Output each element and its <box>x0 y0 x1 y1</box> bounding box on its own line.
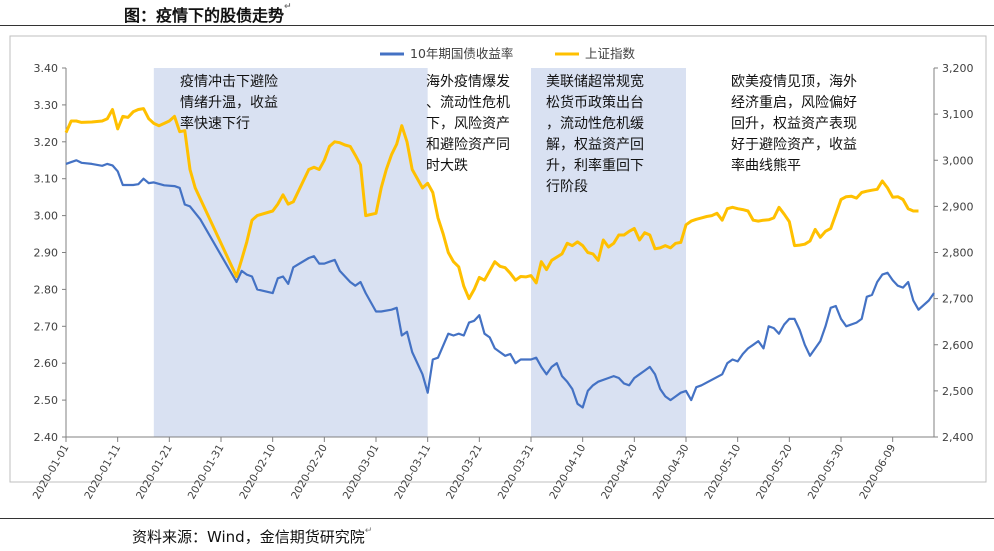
annotation-line: 升，利率重回下 <box>546 157 644 174</box>
x-tick-label: 2020-02-20 <box>289 443 330 502</box>
right-tick-label: 2,400 <box>942 431 974 444</box>
title-divider <box>0 25 994 26</box>
left-tick-label: 3.30 <box>34 99 59 112</box>
right-tick-label: 2,600 <box>942 339 974 352</box>
annotation-line: 行阶段 <box>546 179 588 195</box>
right-tick-label: 2,900 <box>942 200 974 213</box>
sse-index-line <box>64 107 919 301</box>
annotation-line: 美联储超常规宽 <box>546 73 644 90</box>
shaded-period-2 <box>531 68 686 437</box>
bond-yield-line <box>65 159 935 409</box>
x-tick-label: 2020-03-21 <box>444 443 485 502</box>
x-tick-label: 2020-01-31 <box>186 443 227 502</box>
x-tick-label: 2020-05-30 <box>806 443 847 502</box>
annotation-line: 时大跌 <box>426 158 468 174</box>
page-title: 图：疫情下的股债走势 ↵ <box>124 2 292 26</box>
legend-label-2: 上证指数 <box>585 46 636 61</box>
annotation-line: 海外疫情爆发 <box>426 74 510 90</box>
left-tick-label: 2.50 <box>34 394 59 407</box>
x-tick-label: 2020-06-09 <box>857 443 898 502</box>
right-tick-label: 2,800 <box>942 247 974 260</box>
annotation-line: 经济重启，风险偏好 <box>731 95 857 111</box>
left-tick-label: 3.00 <box>34 210 59 223</box>
x-tick-label: 2020-01-11 <box>82 443 123 502</box>
annotation-line: ，流动性危机缓 <box>546 116 644 132</box>
x-tick-label: 2020-03-11 <box>392 443 433 502</box>
left-tick-label: 2.70 <box>34 320 59 333</box>
source-divider <box>0 518 994 519</box>
right-tick-label: 2,700 <box>942 293 974 306</box>
left-tick-label: 3.40 <box>34 62 59 75</box>
pilcrow-mark-2: ↵ <box>364 526 373 536</box>
annotation-line: 率快速下行 <box>180 115 250 132</box>
page-title-text: 图：疫情下的股债走势 <box>124 6 285 25</box>
left-tick-label: 2.60 <box>34 357 59 370</box>
x-tick-label: 2020-05-20 <box>754 443 795 502</box>
x-tick-label: 2020-04-20 <box>599 443 640 502</box>
x-tick-label: 2020-04-10 <box>547 443 588 502</box>
legend-label-1: 10年期国债收益率 <box>410 46 513 61</box>
chart-frame <box>9 35 987 483</box>
right-tick-label: 2,500 <box>942 385 974 398</box>
chart-svg: 2.40 2.50 2.60 2.70 2.80 2.90 3.00 3.10 3.20 3.30… <box>9 35 987 502</box>
source-note: 资料来源：Wind，金信期货研究院 ↵ <box>132 526 372 547</box>
annotation-line: 松货币政策出台 <box>546 94 644 111</box>
x-tick-label: 2020-05-10 <box>702 443 743 502</box>
source-text: 资料来源：Wind，金信期货研究院 <box>132 528 365 546</box>
x-tick-label: 2020-04-30 <box>651 443 692 502</box>
left-tick-label: 3.10 <box>34 173 59 186</box>
x-tick-label: 2020-03-31 <box>496 443 537 502</box>
annotation-line: 疫情冲击下避险 <box>180 74 278 90</box>
right-tick-label: 3,000 <box>942 154 974 167</box>
x-tick-label: 2020-02-10 <box>237 443 278 502</box>
annotation-line: 率曲线熊平 <box>731 157 801 174</box>
annotation-line: 好于避险资产，收益 <box>731 137 857 153</box>
x-tick-label: 2020-03-01 <box>341 443 382 502</box>
annotation-line: 欧美疫情见顶，海外 <box>731 74 857 90</box>
annotation-line: 和避险资产同 <box>426 137 510 153</box>
annotation-line: 情绪升温，收益 <box>180 95 278 111</box>
annotation-line: 、流动性危机 <box>426 95 510 111</box>
left-tick-label: 3.20 <box>34 136 59 149</box>
left-tick-label: 2.40 <box>34 431 59 444</box>
right-tick-label: 3,100 <box>942 108 974 121</box>
annotation-line: 下，风险资产 <box>426 116 510 132</box>
right-tick-label: 3,200 <box>942 62 974 75</box>
left-tick-label: 2.80 <box>34 283 59 296</box>
x-tick-label: 2020-01-01 <box>31 443 72 502</box>
annotation-line: 回升，权益资产表现 <box>731 116 857 132</box>
pilcrow-mark: ↵ <box>284 2 292 12</box>
annotation-line: 解，权益资产回 <box>546 137 644 153</box>
x-tick-label: 2020-01-21 <box>134 443 175 502</box>
annotation-reopening: 欧美疫情见顶，海外经济重启，风险偏好回升，权益资产表现好于避险资产，收益率曲线熊… <box>731 74 857 174</box>
shaded-period-1 <box>153 68 428 437</box>
left-tick-label: 2.90 <box>34 247 59 260</box>
